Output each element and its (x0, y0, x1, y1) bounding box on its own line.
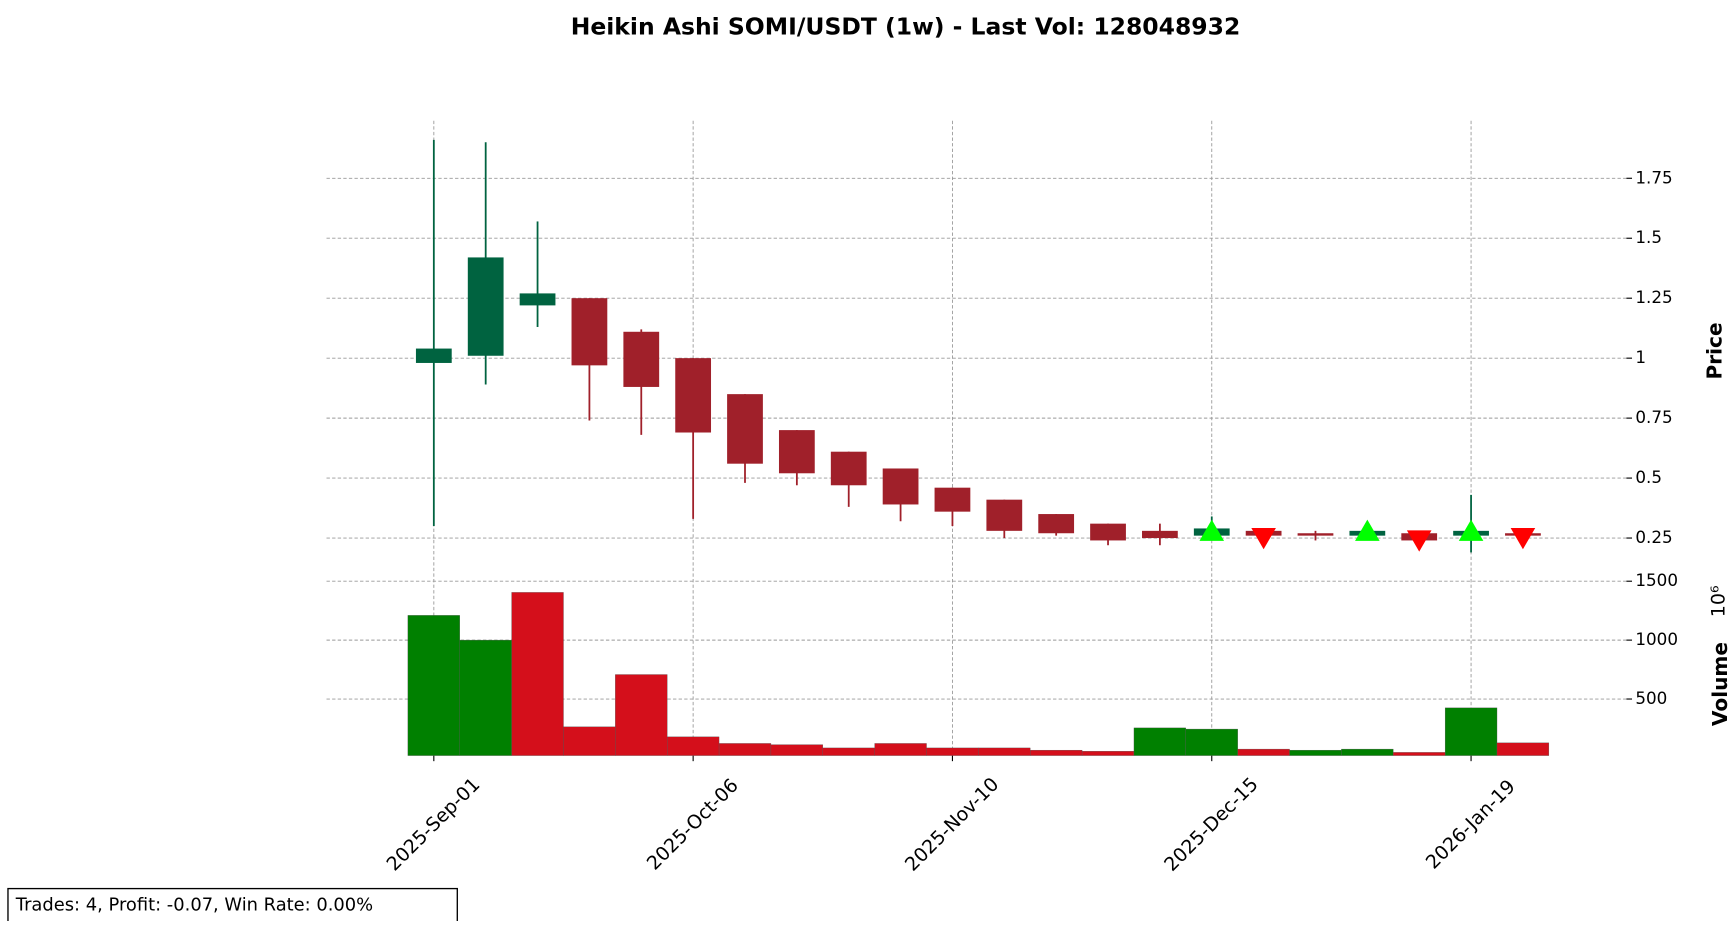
sell-marker (1510, 527, 1536, 550)
volume-bar (978, 747, 1031, 756)
candle-body (986, 499, 1023, 531)
x-tick-label: 2026-Jan-19 (1422, 776, 1520, 874)
volume-bar (615, 674, 668, 756)
candle-body (778, 430, 815, 474)
candle-body (1142, 530, 1178, 539)
candle-body (571, 298, 608, 366)
volume-bar (511, 592, 564, 756)
y-axis-label: Price (1702, 322, 1726, 379)
x-tick-label: 2025-Dec-15 (1160, 773, 1263, 876)
volume-bar (459, 639, 512, 756)
volume-axis-label: Volume (1708, 642, 1732, 726)
candle-body (519, 293, 556, 306)
y-tick-label: 1.5 (1635, 227, 1662, 247)
volume-bar (1030, 749, 1083, 756)
candle-body (830, 451, 867, 486)
buy-marker (1355, 519, 1380, 541)
candle-body (415, 348, 452, 363)
candle-body (623, 331, 660, 387)
y-tick-label: 1.75 (1635, 167, 1672, 187)
annotation-box (7, 887, 458, 923)
volume-bar (770, 744, 823, 756)
candle-body (675, 358, 712, 433)
volume-bar (1496, 742, 1550, 756)
x-tick-label: 2025-Nov-10 (901, 773, 1003, 875)
buy-marker (1458, 519, 1484, 541)
candle-body (467, 257, 504, 356)
y-tick-label: 0.25 (1635, 527, 1672, 547)
candle-body (934, 487, 971, 512)
y-tick-label: 1 (1635, 347, 1646, 367)
y-tick-label: 500 (1635, 688, 1667, 708)
sell-marker (1406, 530, 1432, 552)
volume-bar (1289, 749, 1342, 756)
volume-bar (926, 747, 979, 756)
x-tick-label: 2025-Oct-06 (643, 774, 743, 874)
candle-body (1038, 514, 1075, 534)
annotation: Trades: 4, Profit: -0.07, Win Rate: 0.00… (15, 894, 373, 915)
candle-body (882, 468, 919, 505)
y-tick-label: 1.25 (1635, 287, 1672, 307)
y-tick-label: 0.5 (1635, 467, 1662, 487)
x-tick-label: 2025-Sep-01 (383, 774, 485, 876)
candle-body (1297, 533, 1334, 536)
volume-bar (874, 743, 927, 756)
buy-marker (1199, 519, 1225, 541)
volume-bar (1444, 707, 1498, 756)
volume-bar (563, 726, 616, 756)
volume-bar (1341, 748, 1394, 756)
volume-bar (822, 747, 875, 756)
y-tick-label: 1500 (1635, 570, 1678, 590)
volume-bar (1133, 727, 1186, 756)
chart-title: Heikin Ashi SOMI/USDT (1w) - Last Vol: 1… (571, 12, 1241, 40)
volume-bar (1081, 751, 1135, 756)
y-tick-label: 1000 (1635, 629, 1678, 649)
candle-body (727, 394, 763, 464)
volume-bar (1237, 748, 1290, 756)
volume-bar (1185, 728, 1238, 756)
volume-scale-label: 10⁶ (1708, 585, 1730, 617)
candle-body (1090, 523, 1126, 541)
sell-marker (1251, 527, 1276, 550)
volume-bar (407, 615, 460, 756)
volume-bar (1393, 752, 1446, 756)
volume-bar (667, 736, 720, 756)
volume-bar (718, 743, 772, 756)
y-tick-label: 0.75 (1635, 407, 1672, 427)
